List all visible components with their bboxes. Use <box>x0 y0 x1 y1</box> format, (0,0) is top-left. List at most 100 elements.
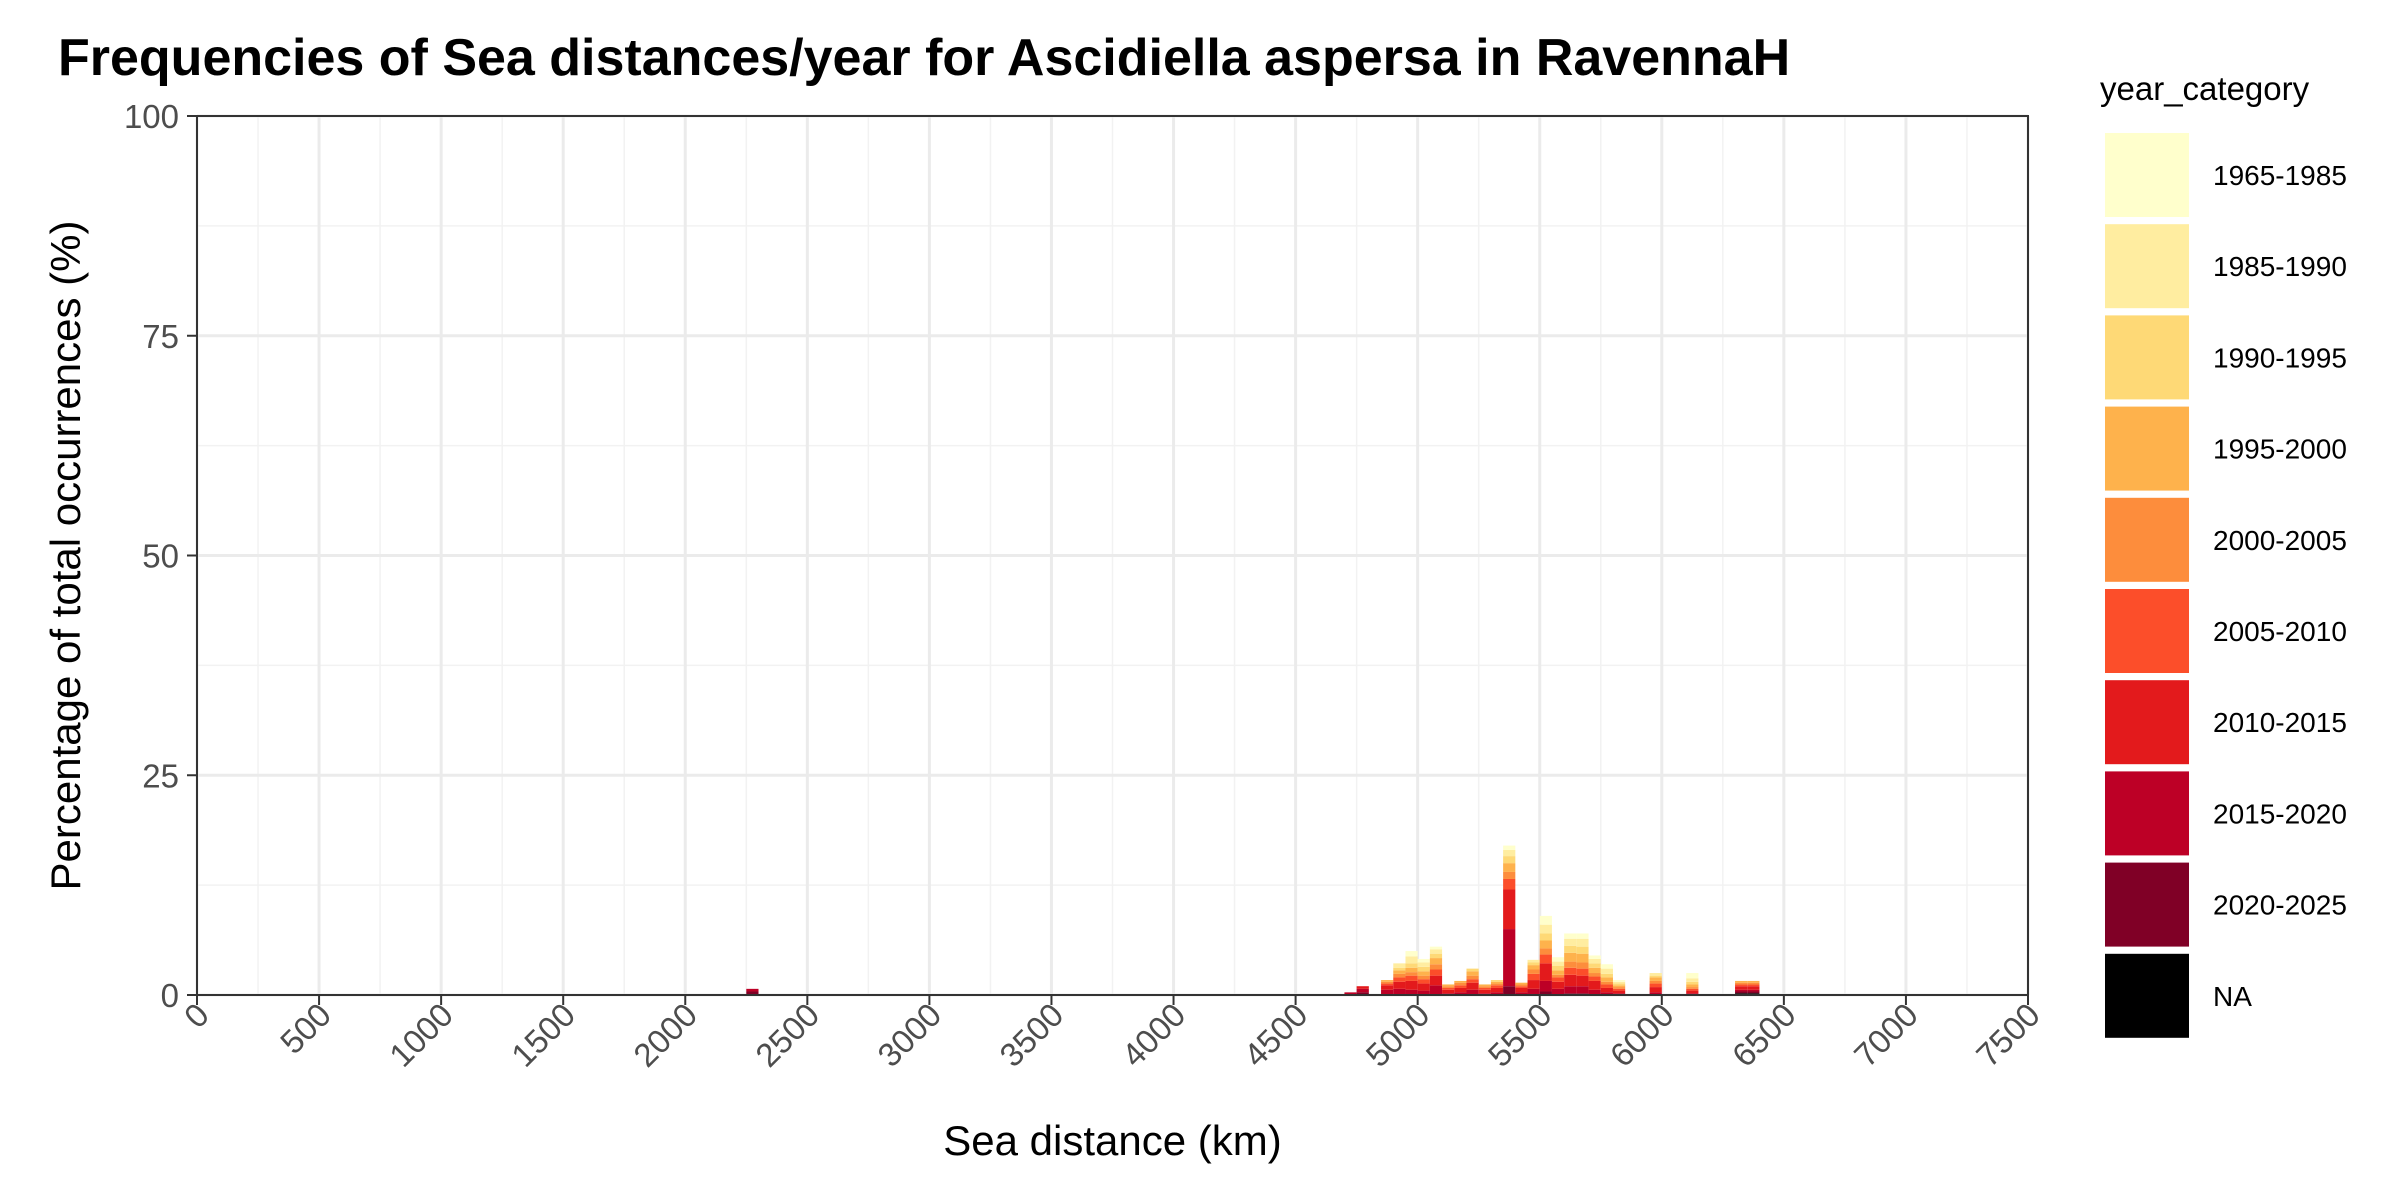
legend-key <box>2105 133 2189 217</box>
bar-segment <box>1612 985 1626 988</box>
bar-segment <box>1686 978 1699 982</box>
bar-segment <box>1576 986 1589 994</box>
bar-segment <box>1600 977 1613 982</box>
legend-key <box>2105 589 2189 673</box>
bar-segment <box>1747 980 1760 983</box>
y-tick-label: 100 <box>124 98 179 135</box>
legend-label: 1990-1995 <box>2213 342 2347 373</box>
bar-segment <box>1600 992 1613 995</box>
bar-segment <box>1576 933 1589 939</box>
legend-key <box>2105 315 2189 400</box>
bar-segment <box>1381 980 1394 982</box>
bar-segment <box>1649 983 1662 988</box>
bar-segment <box>1686 973 1699 979</box>
x-tick-label: 1000 <box>382 996 460 1074</box>
bar-segment <box>1454 992 1467 995</box>
bar-segment <box>1747 984 1760 987</box>
bar-segment <box>1393 981 1406 989</box>
bar-segment <box>1466 989 1479 995</box>
bar-segment <box>1515 992 1528 995</box>
bar-segment <box>1600 964 1613 969</box>
chart-title: Frequencies of Sea distances/year for As… <box>58 29 1790 87</box>
bar-segment <box>1515 987 1528 993</box>
bar-segment <box>1735 991 1748 994</box>
bar-segment <box>1612 990 1626 994</box>
bar-segment <box>1539 948 1552 955</box>
y-tick-label: 75 <box>142 318 179 355</box>
x-axis-title: Sea distance (km) <box>943 1117 1281 1164</box>
bar-segment <box>1649 975 1662 978</box>
bar-segment <box>1466 971 1479 976</box>
bar-segment <box>1649 977 1662 981</box>
legend-key <box>2105 497 2189 582</box>
bar-segment <box>1551 965 1565 971</box>
x-tick-labels: 0 500 1000 1500 2000 2500 3000 3500 4000 4500 5000… <box>177 996 2047 1074</box>
bar-segment <box>1466 975 1479 980</box>
legend-key <box>2105 406 2189 491</box>
bar-segment <box>1356 992 1369 995</box>
y-tick-labels: 0 25 50 75 100 <box>124 98 179 1014</box>
bar-segment <box>1466 968 1479 972</box>
bar-segment <box>1490 980 1504 982</box>
bar-segment <box>1503 878 1516 890</box>
bar-segment <box>1551 977 1565 982</box>
bar-segment <box>1405 967 1418 973</box>
bar-segment <box>1478 989 1491 994</box>
bar-segment <box>1429 975 1443 986</box>
bar-segment <box>1490 987 1504 993</box>
bar-segment <box>1490 983 1504 986</box>
bar-segment <box>1612 988 1626 991</box>
bar-segment <box>1735 982 1748 985</box>
bar-segment <box>1527 959 1540 963</box>
bar-segment <box>1600 981 1613 985</box>
bar-segment <box>1527 988 1540 995</box>
bar-segment <box>1527 980 1540 989</box>
bar-segment <box>1490 985 1504 988</box>
bar-segment <box>1527 973 1540 981</box>
bar-segment <box>1429 946 1443 950</box>
legend-label: 2015-2020 <box>2213 798 2347 829</box>
bar-segment <box>1442 986 1455 988</box>
bar-segment <box>1551 974 1565 978</box>
bar-segment <box>1612 980 1626 982</box>
bar-segment <box>1503 845 1516 850</box>
bar-segment <box>1551 970 1565 975</box>
y-tick-label: 0 <box>161 977 179 1014</box>
bar-segment <box>1503 986 1516 995</box>
bar-segment <box>1393 988 1406 995</box>
bar-segment <box>1551 961 1565 966</box>
x-tick-label: 1500 <box>504 996 582 1074</box>
bar-segment <box>1588 973 1601 977</box>
bar-segment <box>1405 989 1418 995</box>
legend-title: year_category <box>2100 70 2310 107</box>
bar-segment <box>1381 989 1394 995</box>
bar-segment <box>1503 856 1516 864</box>
bar-segment <box>1576 953 1589 963</box>
bar-segment <box>1454 980 1467 983</box>
legend-label: 2000-2005 <box>2213 525 2347 556</box>
bar-segment <box>1564 945 1577 953</box>
x-tick-label: 500 <box>273 996 338 1061</box>
bar-segment <box>1564 986 1577 994</box>
bar-segment <box>1588 980 1601 990</box>
bar-segment <box>1381 985 1394 990</box>
bar-segment <box>1356 986 1369 989</box>
bar-segment <box>1442 987 1455 990</box>
bar-segment <box>1478 987 1491 990</box>
bar-segment <box>1527 965 1540 970</box>
legend-label: 1995-2000 <box>2213 434 2347 465</box>
bar-segment <box>1539 963 1552 981</box>
bar-segment <box>1405 980 1418 990</box>
bar-segment <box>1564 933 1577 939</box>
bar-segment <box>1612 987 1626 989</box>
bar-segment <box>1466 979 1479 983</box>
bar-segment <box>1686 990 1699 994</box>
bar-segment <box>1539 924 1552 934</box>
bar-segment <box>1600 987 1613 993</box>
bar-segment <box>1539 991 1552 995</box>
bar-segment <box>1551 981 1565 989</box>
bar-segment <box>1454 982 1467 986</box>
x-tick-label: 6500 <box>1725 996 1803 1074</box>
bar-segment <box>1539 933 1552 941</box>
legend-label: 1965-1985 <box>2213 160 2347 191</box>
